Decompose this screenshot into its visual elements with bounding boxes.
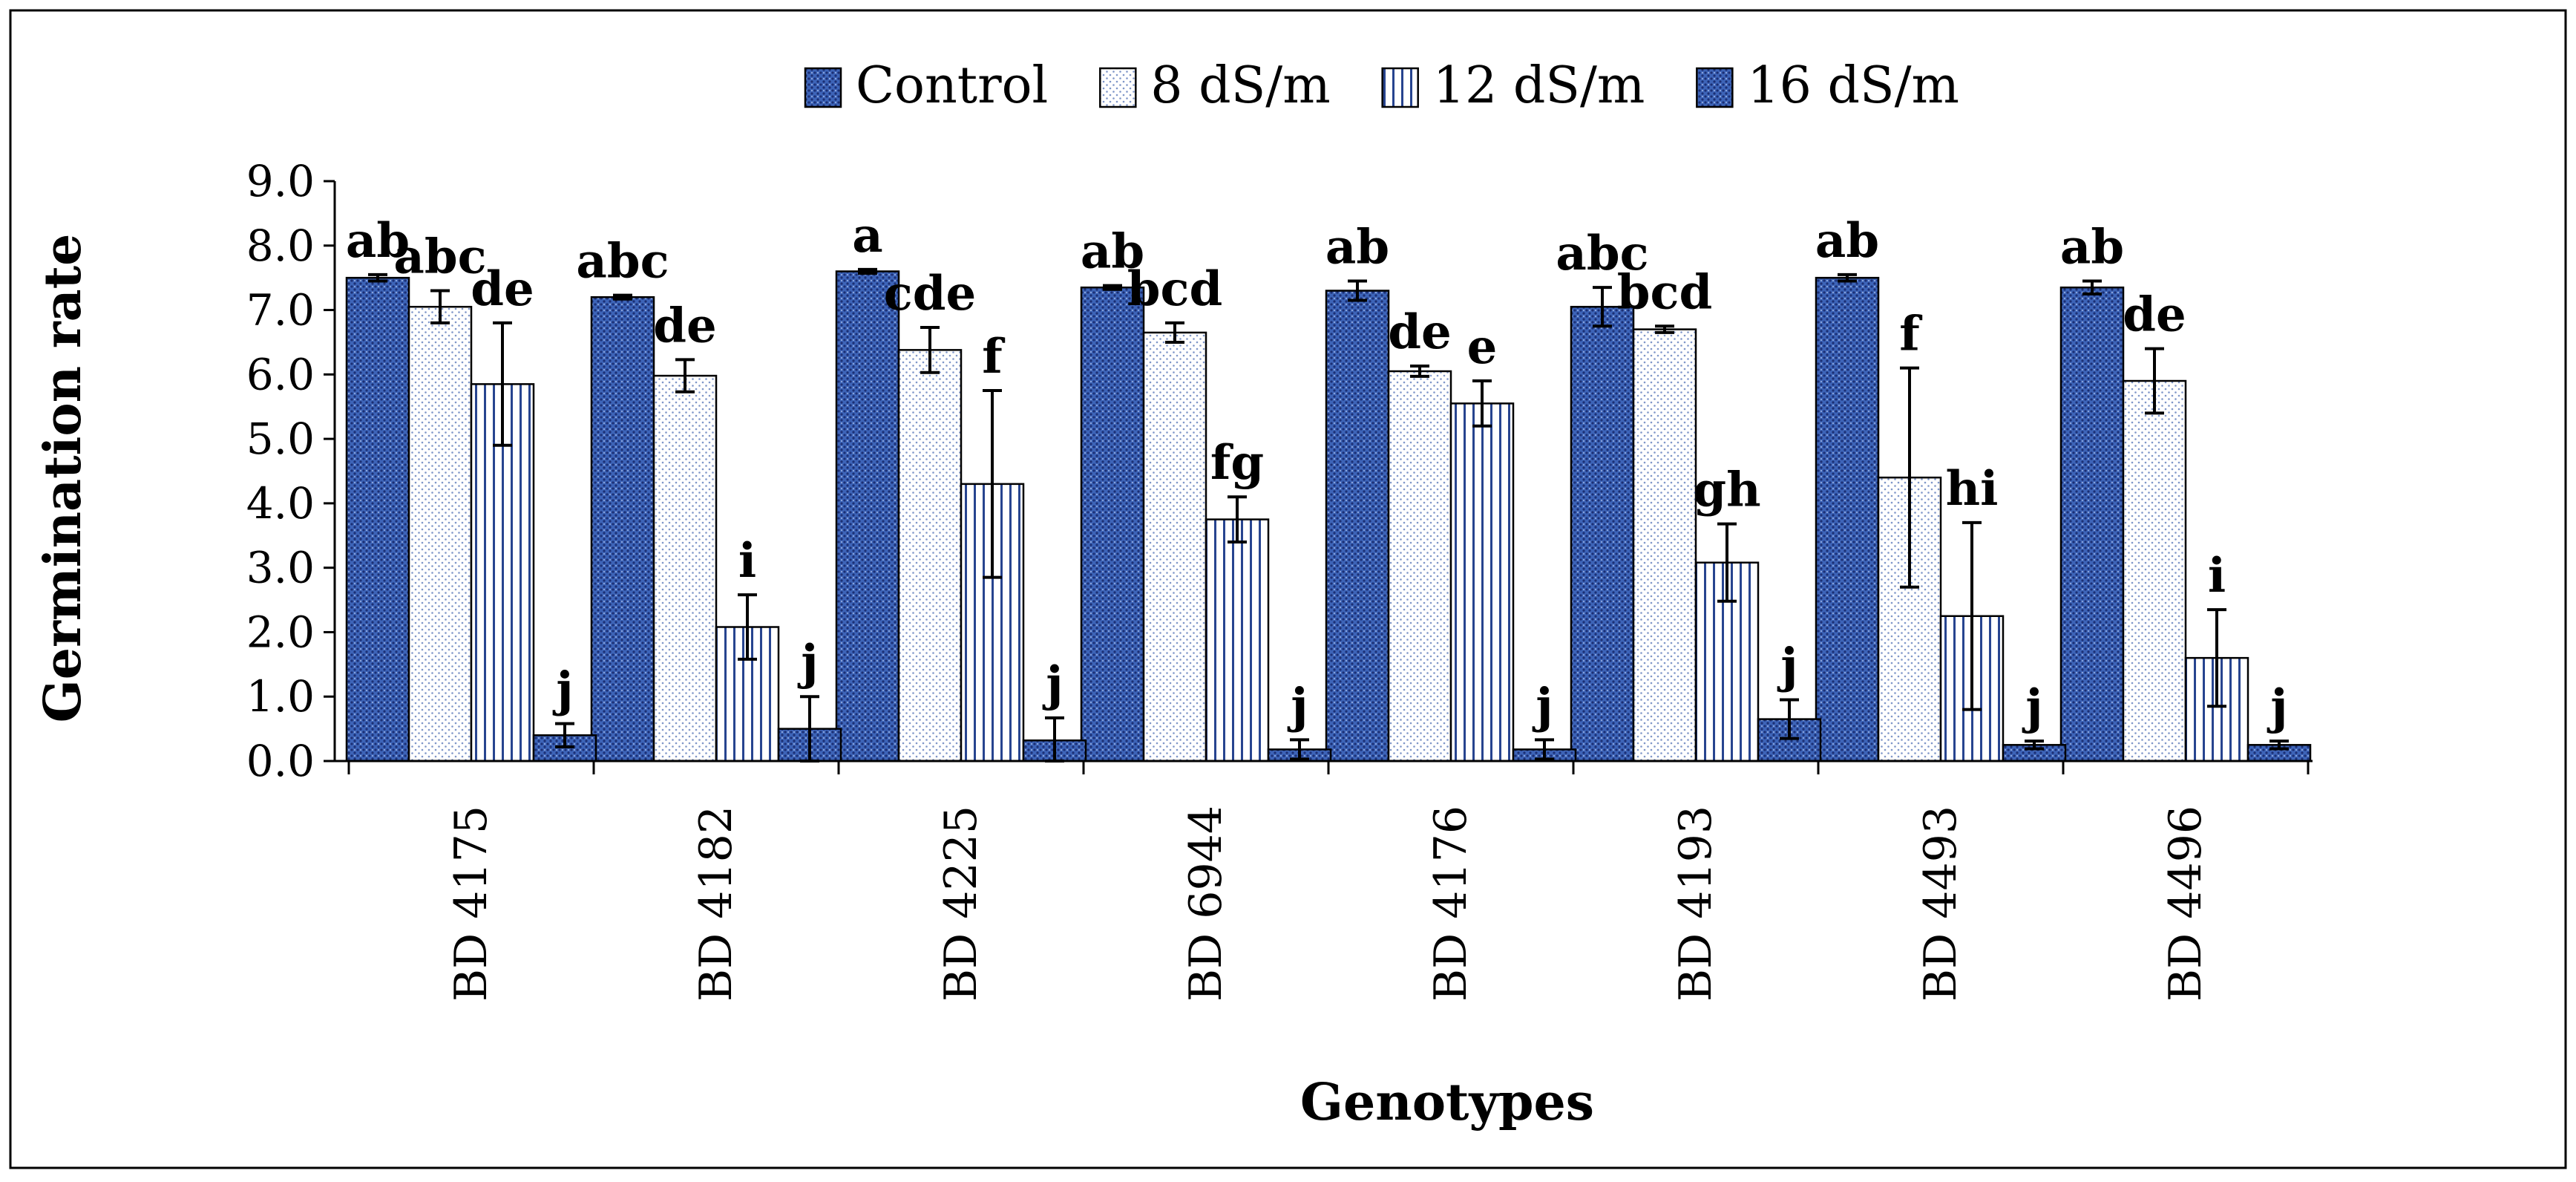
y-tick-label: 0.0 [246,736,315,786]
x-tick-label-bd-4175: BD 4175 [445,806,497,1002]
bar-control-bd-4225 [835,270,900,763]
bar-control-bd-4496 [2059,286,2125,763]
bar-12-ds-m-bd-6944 [1205,518,1270,763]
bars [345,270,2312,763]
bar-8-ds-m-bd-4175 [407,305,473,763]
y-tick-label: 9.0 [246,156,315,206]
significance-label: de [653,298,716,353]
legend-label: 8 dS/m [1150,56,1330,115]
bar-control-bd-4175 [345,276,410,763]
x-axis-title: Genotypes [1300,1073,1594,1132]
significance-label: abc [393,229,486,285]
significance-label: ab [346,213,410,269]
y-tick-label: 2.0 [246,607,315,657]
x-tick-label-bd-4182: BD 4182 [690,806,742,1002]
legend: Control 8 dS/m 12 dS/m 16 dS/m [804,56,1959,115]
significance-label: hi [1946,461,1999,517]
bar-8-ds-m-bd-4225 [897,349,963,763]
legend-label: 16 dS/m [1747,56,1959,115]
legend-item-8-ds-m: 8 dS/m [1099,56,1331,115]
significance-label: ab [1325,220,1389,275]
x-tick-label-bd-4225: BD 4225 [935,806,987,1002]
legend-swatch [1099,67,1137,108]
y-tick-label: 8.0 [246,221,315,271]
error-bars [368,267,2289,763]
significance-label: j [1287,678,1308,734]
significance-label: bcd [1617,264,1712,320]
bar-12-ds-m-bd-4176 [1449,402,1515,763]
significance-label: j [1532,678,1553,734]
x-tick-label-bd-4193: BD 4193 [1670,806,1722,1002]
significance-label: cde [884,266,976,321]
significance-label: abc [576,234,669,290]
bar-8-ds-m-bd-4182 [652,374,718,763]
significance-label: f [1899,307,1922,362]
significance-label: j [1042,656,1063,712]
legend-swatch [804,67,842,108]
legend-item-control: Control [804,56,1048,115]
significance-label: j [797,635,818,690]
bar-8-ds-m-bd-6944 [1142,331,1207,763]
bar-8-ds-m-bd-4496 [2122,379,2187,763]
bar-control-bd-4176 [1325,290,1390,763]
y-tick-label: 6.0 [246,349,315,399]
legend-item-12-ds-m: 12 dS/m [1381,56,1645,115]
y-tick-label: 4.0 [246,478,315,529]
legend-item-16-ds-m: 16 dS/m [1696,56,1959,115]
bar-8-ds-m-bd-4193 [1632,328,1697,763]
significance-label: i [2208,548,2226,604]
significance-label: fg [1210,435,1264,491]
significance-label: a [852,208,882,264]
significance-label: abc [1556,226,1648,281]
significance-label: bcd [1127,261,1222,317]
significance-label: de [1388,304,1451,360]
y-tick-label: 7.0 [246,285,315,336]
bar-8-ds-m-bd-4176 [1387,370,1452,763]
significance-label: ab [2060,220,2124,275]
legend-label: Control [856,56,1048,115]
significance-label: i [738,533,756,589]
y-tick-label: 3.0 [246,543,315,593]
y-tick-label: 1.0 [246,671,315,722]
significance-label: j [552,662,573,718]
significance-label: j [2022,679,2042,735]
significance-label: j [2267,679,2287,735]
significance-label: ab [1815,213,1879,269]
legend-swatch [1381,67,1419,108]
bar-control-bd-4182 [590,296,655,763]
x-tick-label-bd-4176: BD 4176 [1425,806,1477,1002]
y-axis-title: Germination rate [33,234,93,723]
legend-swatch [1696,67,1734,108]
y-tick-label: 5.0 [246,414,315,464]
significance-label: de [2123,287,2186,343]
significance-label: ab [1081,224,1144,280]
significance-label: f [982,329,1005,385]
x-tick-label-bd-4496: BD 4496 [2160,806,2212,1002]
bar-control-bd-4193 [1570,305,1635,763]
x-tick-label-bd-4493: BD 4493 [1915,806,1967,1002]
significance-label: gh [1693,463,1760,518]
legend-label: 12 dS/m [1433,56,1645,115]
x-axis: BD 4175 BD 4182 BD 4225 BD 6944 BD 4176 BD 41… [335,760,2313,1002]
bar-control-bd-6944 [1080,286,1145,763]
bar-control-bd-4493 [1815,276,1880,763]
significance-label: j [1777,639,1797,694]
x-tick-label-bd-6944: BD 6944 [1180,806,1232,1002]
significance-label: de [471,261,534,317]
significance-label: e [1467,319,1498,375]
y-axis: 0.0 1.0 2.0 3.0 4.0 5.0 6.0 7.0 8.0 9.0 [246,156,336,786]
